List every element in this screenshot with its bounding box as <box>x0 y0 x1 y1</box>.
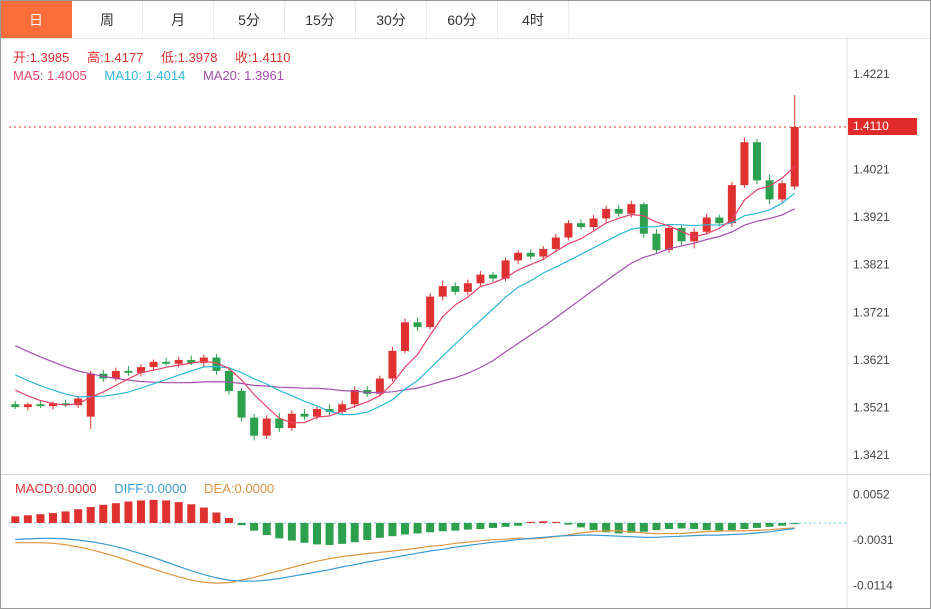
ma20-value: 1.3961 <box>244 68 284 83</box>
current-price-badge: 1.4110 <box>848 117 917 135</box>
dea-value: 0.0000 <box>234 481 275 496</box>
high-label: 高: <box>87 50 104 65</box>
diff-value: 0.0000 <box>146 481 187 496</box>
open-label: 开: <box>13 50 30 65</box>
tab-month[interactable]: 月 <box>143 1 214 38</box>
ma5-value: 1.4005 <box>46 68 87 83</box>
y-axis-label: 1.4221 <box>853 67 890 81</box>
tab-60min[interactable]: 60分 <box>427 1 498 38</box>
open-value: 1.3985 <box>29 50 70 65</box>
macd-value: 0.0000 <box>56 481 97 496</box>
y-axis-label: 1.3421 <box>853 448 890 462</box>
ma5-label: MA5: <box>13 68 44 83</box>
ma20-label: MA20: <box>202 68 241 83</box>
y-axis-label: -0.0031 <box>853 533 894 547</box>
y-axis-label: 1.3721 <box>853 305 890 319</box>
ma10-label: MA10: <box>104 68 142 83</box>
close-label: 收: <box>235 50 252 65</box>
macd-legend: MACD:0.0000 DIFF:0.0000 DEA:0.0000 <box>15 481 288 496</box>
main-chart-panel: 1.4221 1.4021 1.3921 1.3821 1.3721 1.3621 1.35… <box>1 38 930 474</box>
y-axis-label: 1.3621 <box>853 353 890 367</box>
tab-5min[interactable]: 5分 <box>214 1 285 38</box>
macd-label: MACD: <box>15 481 57 496</box>
dea-label: DEA: <box>204 481 235 496</box>
macd-panel: 0.0052 -0.0031 -0.0114 <box>1 474 930 608</box>
diff-label: DIFF: <box>114 481 147 496</box>
ma10-value: 1.4014 <box>145 68 186 83</box>
candlestick-chart[interactable]: 1.4221 1.4021 1.3921 1.3821 1.3721 1.3621 1.35… <box>1 38 930 474</box>
ma-legend: MA5: 1.4005 MA10: 1.4014 MA20: 1.3961 <box>13 68 298 83</box>
ohlc-legend: 开:1.3985 高:1.4177 低:1.3978 收:1.4110 <box>13 47 304 66</box>
low-label: 低: <box>161 50 178 65</box>
close-value: 1.4110 <box>251 50 291 65</box>
tab-day[interactable]: 日 <box>1 1 72 38</box>
high-value: 1.4177 <box>103 50 144 65</box>
timeframe-tabbar: 日 周 月 5分 15分 30分 60分 4时 <box>1 1 930 39</box>
tab-week[interactable]: 周 <box>72 1 143 38</box>
y-axis-label: 1.3821 <box>853 258 890 272</box>
tab-15min[interactable]: 15分 <box>285 1 356 38</box>
y-axis-label: 1.3921 <box>853 210 890 224</box>
tab-30min[interactable]: 30分 <box>356 1 427 38</box>
y-axis-label: 1.4021 <box>853 162 890 176</box>
y-axis-label: 0.0052 <box>853 487 890 501</box>
macd-chart[interactable]: 0.0052 -0.0031 -0.0114 <box>1 475 930 608</box>
tab-4hour[interactable]: 4时 <box>498 1 569 38</box>
y-axis-label: 1.3521 <box>853 401 890 415</box>
y-axis-label: -0.0114 <box>853 579 893 593</box>
low-value: 1.3978 <box>177 50 218 65</box>
